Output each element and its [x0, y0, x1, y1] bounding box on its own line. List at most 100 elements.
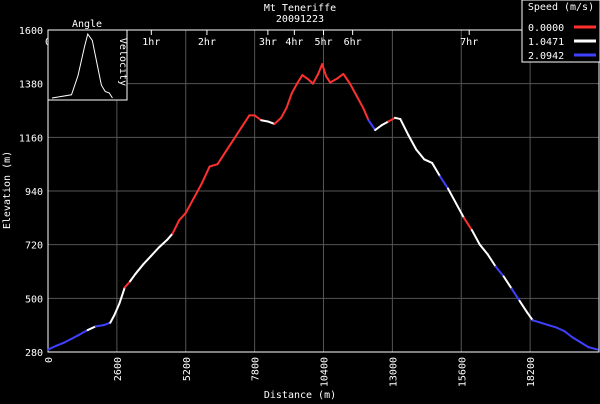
- elevation-segment: [518, 299, 529, 314]
- elevation-segment: [431, 161, 442, 178]
- elevation-line: [47, 63, 599, 351]
- x-tick-label: 0: [44, 357, 55, 363]
- elevation-segment: [123, 280, 132, 289]
- elevation-segment: [325, 75, 332, 84]
- legend-frame: [521, 0, 600, 63]
- elevation-segment: [563, 330, 574, 339]
- time-tick-label: 1hr: [142, 37, 160, 48]
- elevation-segment: [273, 116, 283, 125]
- elevation-segment: [539, 321, 550, 327]
- chart-title: Mt Teneriffe: [264, 3, 336, 14]
- elevation-segment: [118, 286, 126, 305]
- elevation-segment: [78, 329, 89, 336]
- elevation-segment: [113, 302, 121, 317]
- elevation-segment: [266, 120, 276, 125]
- elevation-segment: [454, 202, 465, 219]
- elevation-segment: [470, 229, 481, 246]
- elevation-segment: [47, 344, 57, 351]
- legend-label: 2.0942: [528, 51, 564, 62]
- elevation-segment: [178, 211, 187, 222]
- elevation-segment: [311, 72, 320, 85]
- elevation-segment: [362, 107, 370, 122]
- x-tick-label: 15600: [457, 357, 468, 387]
- elevation-segment: [54, 341, 65, 347]
- elevation-segment: [240, 114, 251, 129]
- elevation-segment: [62, 337, 73, 344]
- elevation-segment: [510, 287, 521, 302]
- elevation-segment: [285, 92, 293, 110]
- elevation-segment: [102, 321, 112, 327]
- time-tick-label: 7hr: [460, 37, 478, 48]
- elevation-segment: [171, 219, 181, 235]
- y-tick-label: 720: [25, 241, 43, 252]
- elevation-segment: [547, 324, 558, 329]
- time-tick-label: 6hr: [344, 37, 362, 48]
- elevation-segment: [290, 82, 299, 95]
- elevation-segment: [399, 118, 410, 136]
- elevation-segment: [335, 72, 345, 80]
- elevation-segment: [387, 116, 397, 123]
- elevation-segment: [526, 311, 534, 322]
- time-tick-label: 4hr: [285, 37, 303, 48]
- elevation-segment: [478, 243, 489, 256]
- elevation-segment: [142, 254, 153, 266]
- elevation-segment: [502, 275, 513, 290]
- elevation-segment: [329, 77, 338, 84]
- elevation-segment: [86, 325, 97, 332]
- elevation-segment: [423, 158, 434, 164]
- x-tick-label: 2600: [113, 357, 124, 381]
- elevation-segment: [301, 74, 309, 80]
- elevation-segment: [462, 216, 473, 232]
- time-tick-label: 3hr: [259, 37, 277, 48]
- legend-entries: 0.0000 1.0471 2.0942: [528, 23, 596, 62]
- chart-subtitle: 20091223: [276, 14, 324, 25]
- elevation-segment: [166, 232, 174, 241]
- elevation-segment: [260, 119, 269, 123]
- legend-label: 0.0000: [528, 23, 564, 34]
- elevation-segment: [317, 63, 324, 75]
- elevation-segment: [109, 314, 116, 324]
- elevation-segment: [306, 77, 314, 85]
- elevation-segment: [70, 333, 81, 340]
- elevation-segment: [342, 72, 351, 85]
- elevation-segment: [208, 163, 219, 168]
- x-tick-label: 5200: [182, 357, 193, 381]
- inset-curve: [51, 32, 113, 99]
- x-tick-label: 7800: [251, 357, 262, 381]
- elevation-segment: [355, 94, 365, 110]
- elevation-segment: [192, 182, 203, 200]
- elevation-segment: [253, 114, 263, 122]
- x-tick-label: 10400: [320, 357, 331, 387]
- elevation-segment: [150, 246, 161, 257]
- elevation-segment: [134, 263, 145, 275]
- y-tick-label: 1160: [19, 133, 43, 144]
- y-tick-label: 500: [25, 294, 43, 305]
- x-tick-label: 18200: [526, 357, 537, 387]
- y-tick-label: 940: [25, 187, 43, 198]
- elevation-segment: [579, 341, 590, 349]
- elevation-segment: [571, 336, 582, 344]
- elevation-segment: [296, 74, 304, 85]
- elevation-segment: [531, 319, 542, 324]
- y-tick-label: 1600: [19, 26, 43, 37]
- elevation-segment: [224, 138, 235, 153]
- y-tick-label: 1380: [19, 80, 43, 91]
- time-tick-label: 2hr: [198, 37, 216, 48]
- elevation-segment: [407, 133, 418, 151]
- elevation-segment: [129, 272, 137, 283]
- elevation-segment: [321, 63, 328, 78]
- inset-title: Angle: [72, 19, 102, 30]
- elevation-segment: [374, 124, 383, 132]
- elevation-segment: [200, 165, 211, 185]
- elevation-segment: [94, 324, 105, 328]
- elevation-segment: [415, 148, 426, 161]
- elevation-segment: [184, 197, 195, 214]
- elevation-segment: [380, 120, 390, 127]
- elevation-segment: [494, 265, 505, 278]
- elevation-segment: [439, 175, 450, 190]
- elevation-segment: [280, 107, 288, 119]
- inset-frame: [47, 29, 128, 101]
- elevation-segment: [367, 119, 377, 132]
